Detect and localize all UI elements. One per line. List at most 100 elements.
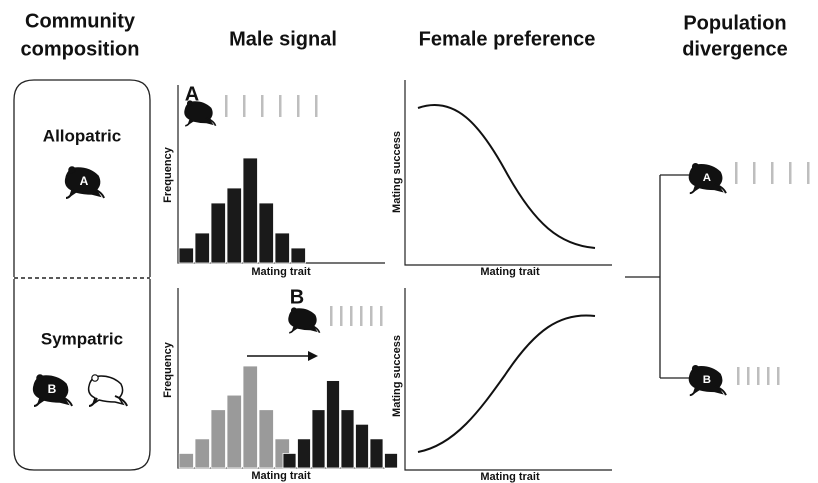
frog: B [32, 374, 73, 407]
frog-leg [88, 395, 128, 407]
histogram-bar [311, 409, 326, 469]
frog-leg [689, 384, 727, 397]
axis-label: Mating trait [251, 266, 311, 278]
call-pulse [297, 95, 300, 117]
frog-body [32, 375, 70, 406]
frog-eye [290, 307, 298, 314]
frog-leg [185, 117, 217, 127]
axis [177, 85, 385, 264]
header: divergence [682, 38, 788, 60]
preference-curve [417, 103, 596, 249]
axis [404, 288, 612, 471]
header: Female preference [419, 28, 596, 50]
frog: B [688, 364, 727, 397]
header: composition [21, 38, 140, 60]
call-pulse [340, 306, 343, 326]
call-pulse [225, 95, 228, 117]
axis-label: Mating trait [251, 470, 311, 482]
histogram-bar [258, 202, 274, 264]
axis-label: Mating trait [480, 471, 540, 483]
call-pulse [370, 306, 373, 326]
histogram-bar [226, 394, 242, 469]
axis-label: Mating success [391, 335, 403, 417]
call-pulse [350, 306, 353, 326]
community-label: Sympatric [41, 329, 123, 348]
frog-eye [91, 374, 99, 382]
histogram-bar [210, 409, 226, 469]
axis-label: Frequency [162, 146, 174, 203]
frog-eye [36, 374, 44, 382]
frog-body [288, 308, 318, 333]
histogram-bar [194, 232, 210, 264]
header: Male signal [229, 28, 337, 50]
histogram-bar [297, 438, 311, 469]
axis [404, 80, 612, 266]
call-pulse [279, 95, 282, 117]
frog-eye [186, 100, 194, 107]
frog-eye [691, 364, 700, 373]
frog-letter: A [80, 174, 89, 188]
frog-body [87, 375, 125, 406]
frog-leg [689, 182, 727, 195]
frog-letter: A [703, 172, 711, 184]
frog-body [688, 365, 724, 396]
histogram-bar [242, 365, 258, 469]
frog-leg [65, 187, 105, 199]
community-label: Allopatric [43, 126, 121, 145]
axis-label: Mating trait [480, 266, 540, 278]
call-pulse [767, 367, 770, 385]
call-pulse [737, 367, 740, 385]
header: Community [25, 10, 136, 32]
frog-leg [289, 324, 321, 334]
call-pulse [360, 306, 363, 326]
histogram-bar [178, 247, 194, 264]
frog-body [184, 101, 214, 126]
frog-letter: B [48, 382, 57, 396]
frog-body [64, 167, 102, 198]
frog [184, 100, 217, 127]
community-box [13, 279, 151, 471]
preference-curve [417, 314, 596, 453]
frog [87, 374, 128, 407]
histogram-bar [290, 247, 306, 264]
tree [625, 174, 690, 379]
histogram-bar [194, 438, 210, 469]
call-pulse [807, 162, 810, 184]
call-pulse [261, 95, 264, 117]
frog: A [64, 166, 105, 199]
histogram-bar [384, 453, 398, 469]
histogram-bar [326, 380, 340, 469]
frog: A [688, 162, 727, 195]
axis-label: Frequency [162, 341, 174, 398]
panel-letter: A [185, 83, 199, 105]
histogram-bar [274, 232, 290, 264]
call-pulse [753, 162, 756, 184]
histogram-bar [282, 453, 297, 469]
histogram-bar [242, 157, 258, 264]
histogram-bar [210, 202, 226, 264]
call-pulse [315, 95, 318, 117]
frog [288, 307, 321, 334]
call-pulse [330, 306, 333, 326]
call-pulse [243, 95, 246, 117]
call-pulse [380, 306, 383, 326]
histogram-bar [258, 409, 274, 469]
frog-leg [33, 395, 73, 407]
header: Population [683, 12, 786, 34]
histogram-bar [340, 409, 355, 469]
call-pulse [789, 162, 792, 184]
frog-eye [68, 166, 76, 174]
arrow-head [308, 351, 318, 361]
frog-eye [691, 162, 700, 171]
call-pulse [771, 162, 774, 184]
axis-label: Mating success [391, 131, 403, 213]
call-pulse [757, 367, 760, 385]
call-pulse [777, 367, 780, 385]
histogram-bar [226, 187, 242, 264]
histogram-bar [355, 423, 369, 469]
call-pulse [735, 162, 738, 184]
histogram-bar [178, 453, 194, 469]
frog-body [688, 163, 724, 194]
histogram-bar [369, 438, 384, 469]
